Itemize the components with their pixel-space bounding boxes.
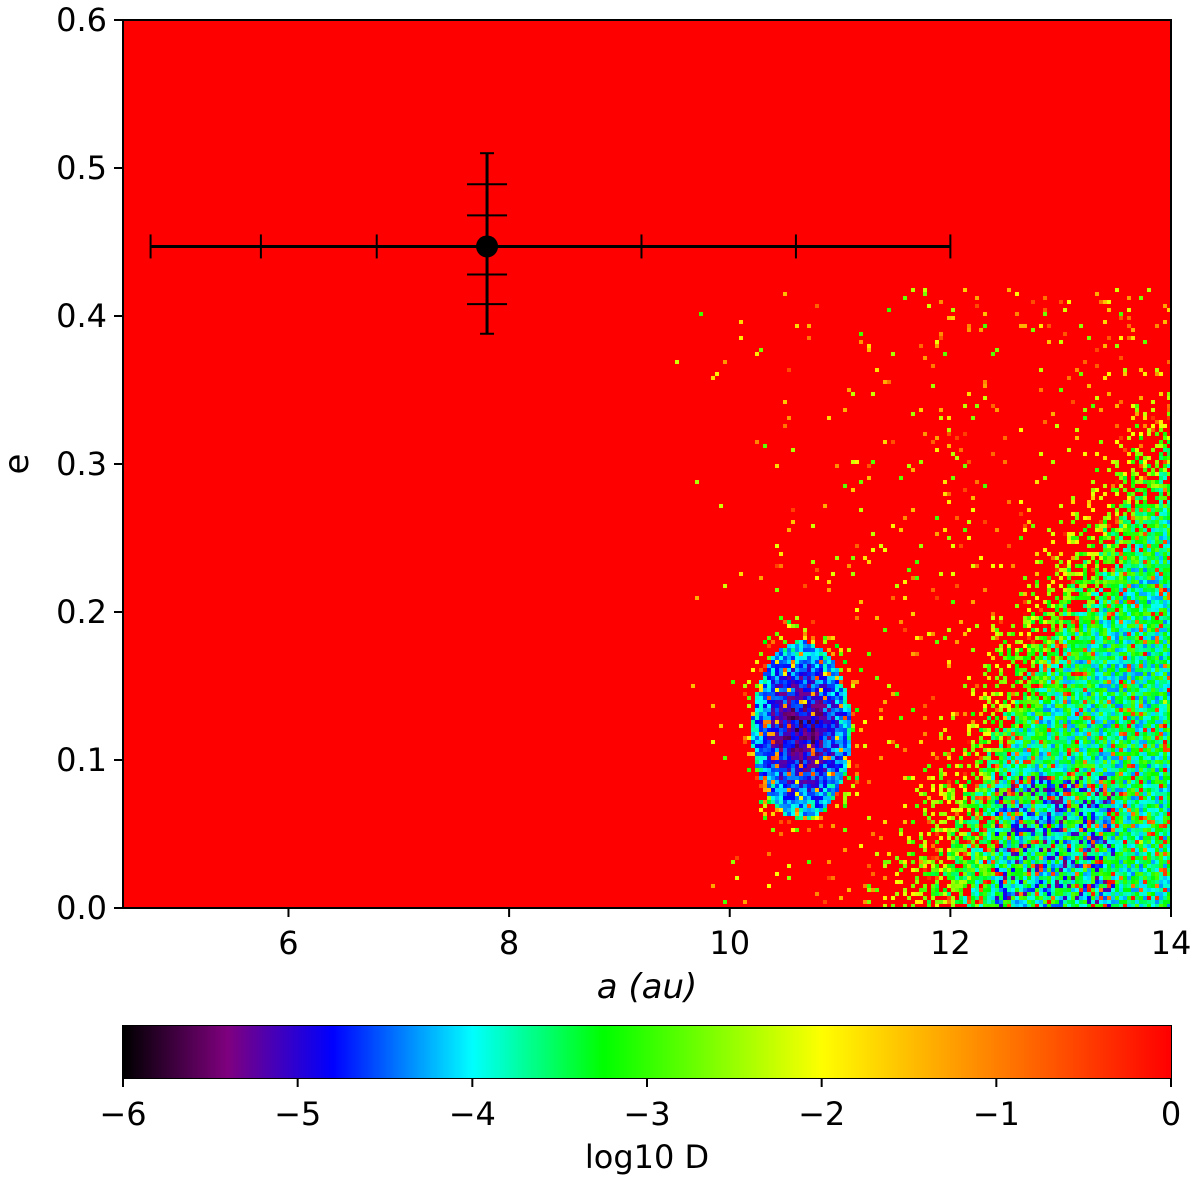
colorbar-tick-label: −6	[99, 1095, 146, 1133]
planet-marker	[476, 235, 499, 258]
y-tick-label: 0.2	[56, 593, 107, 631]
colorbar-tick-label: −5	[274, 1095, 321, 1133]
x-tick-label: 12	[930, 924, 971, 962]
y-axis-ticks: 0.0 0.1 0.2 0.3 0.4 0.5 0.6	[56, 1, 123, 927]
x-tick-label: 6	[278, 924, 298, 962]
x-axis-label: a (au)	[597, 967, 698, 1007]
y-tick-label: 0.0	[56, 889, 107, 927]
colorbar-tick-label: −1	[973, 1095, 1020, 1133]
plot-frame	[122, 19, 1172, 909]
x-axis-ticks: 6 8 10 12 14	[278, 908, 1191, 962]
y-tick-label: 0.3	[56, 445, 107, 483]
planet-marker-with-errorbars	[149, 152, 952, 335]
y-tick-label: 0.6	[56, 1, 107, 39]
y-tick-label: 0.5	[56, 149, 107, 187]
x-tick-label: 14	[1151, 924, 1192, 962]
colorbar	[123, 1026, 1171, 1078]
colorbar-tick-label: −2	[798, 1095, 845, 1133]
colorbar-tick-label: 0	[1161, 1095, 1181, 1133]
x-tick-label: 10	[709, 924, 750, 962]
y-tick-label: 0.4	[56, 297, 107, 335]
stability-heatmap	[123, 20, 1171, 908]
colorbar-tick-label: −4	[449, 1095, 496, 1133]
y-tick-label: 0.1	[56, 741, 107, 779]
colorbar-ticks: −6 −5 −4 −3 −2 −1 0	[99, 1078, 1181, 1133]
colorbar-label: log10 D	[585, 1138, 709, 1176]
x-tick-label: 8	[499, 924, 519, 962]
y-axis-label: e	[0, 454, 37, 475]
colorbar-tick-label: −3	[623, 1095, 670, 1133]
